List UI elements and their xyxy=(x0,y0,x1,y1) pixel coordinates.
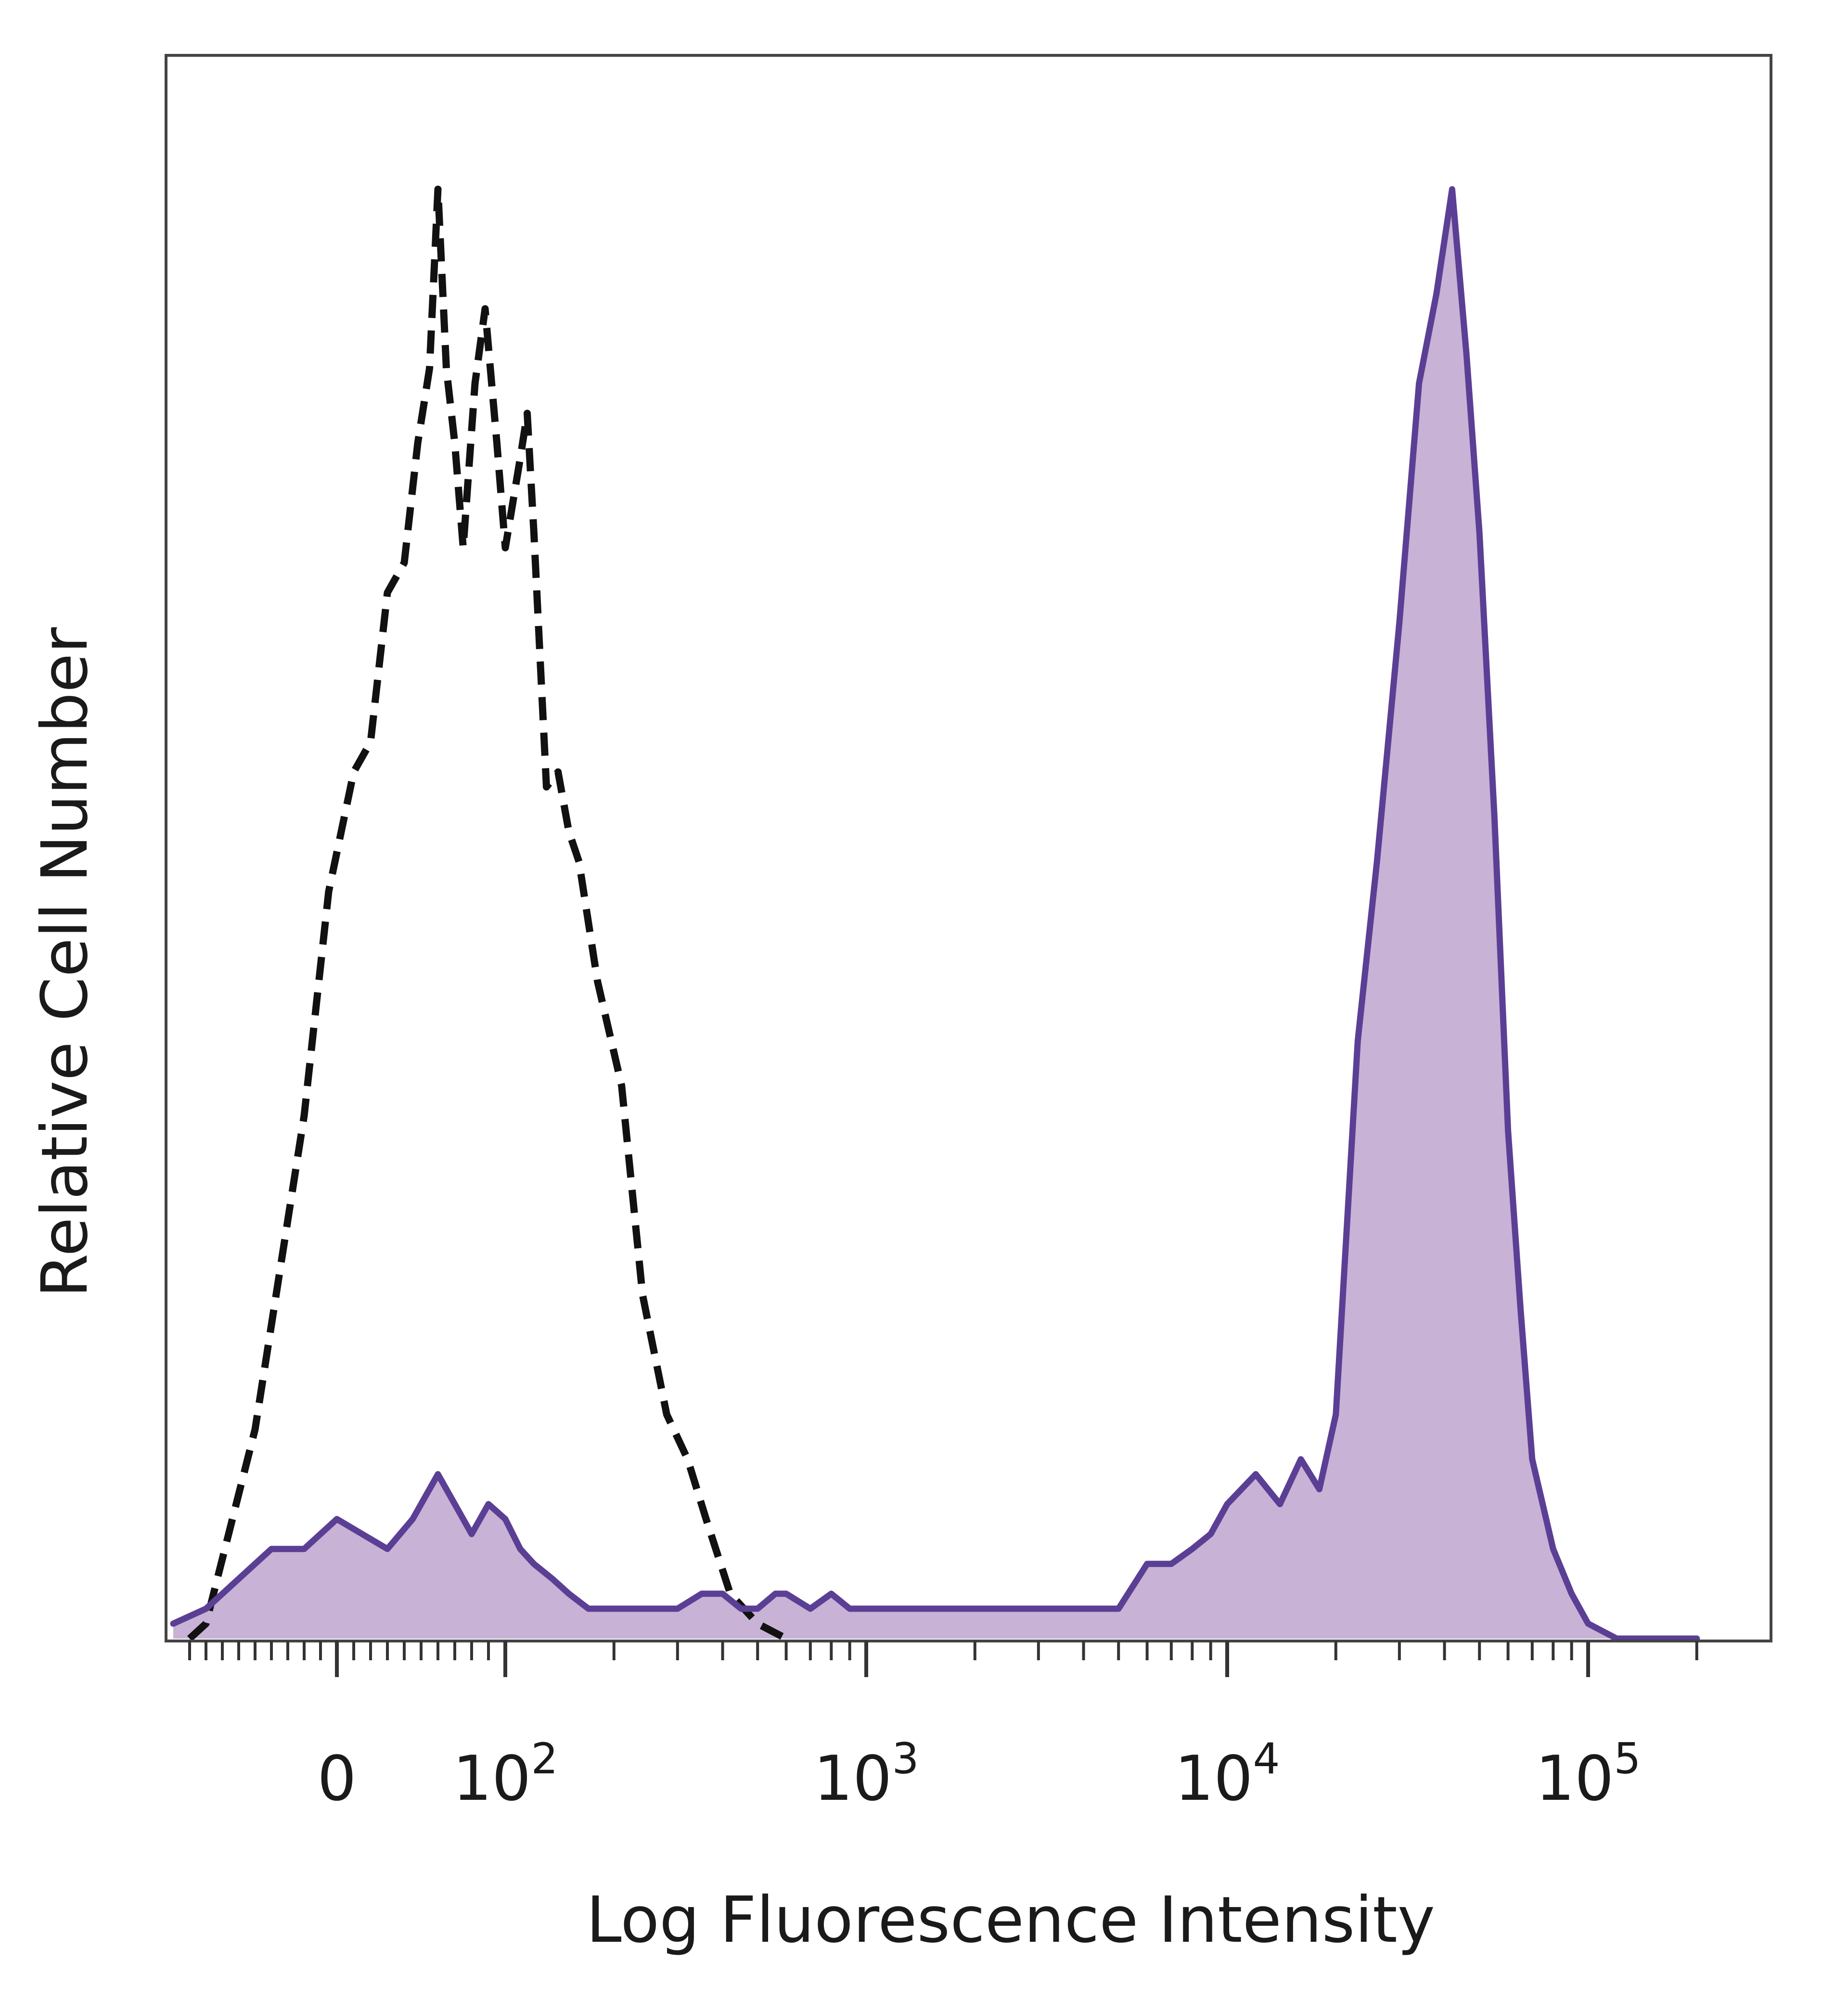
x-tick-label-exponent-1: 2 xyxy=(531,1734,558,1783)
x-tick-labels: 0 102 103 104 105 xyxy=(317,1734,1641,1815)
solid-series-line-1 xyxy=(170,186,1700,1642)
x-tick-label-base-4: 10 xyxy=(1536,1743,1614,1815)
x-tick-label-base-1: 10 xyxy=(453,1743,531,1815)
plot-frame xyxy=(165,54,1772,1642)
x-tick-label-0: 0 xyxy=(317,1743,356,1815)
x-tick-label-1: 102 xyxy=(453,1734,558,1815)
x-tick-label-3: 104 xyxy=(1175,1734,1280,1815)
series-fill-1 xyxy=(173,189,1697,1639)
x-axis-label: Log Fluorescence Intensity xyxy=(586,1883,1435,1957)
x-ticks xyxy=(188,1641,1698,1677)
x-tick-label-exponent-2: 3 xyxy=(892,1734,919,1783)
x-tick-label-base-3: 10 xyxy=(1175,1743,1253,1815)
x-tick-label-4: 105 xyxy=(1536,1734,1641,1815)
x-tick-label-2: 103 xyxy=(814,1734,919,1815)
series-layer xyxy=(170,185,1700,1642)
x-tick-label-exponent-3: 4 xyxy=(1253,1734,1280,1783)
dashed-series-line-0 xyxy=(187,185,788,1642)
y-axis-label: Relative Cell Number xyxy=(28,627,102,1298)
x-tick-label-exponent-4: 5 xyxy=(1614,1734,1641,1783)
x-tick-label-base-0: 0 xyxy=(317,1743,356,1815)
x-tick-label-base-2: 10 xyxy=(814,1743,892,1815)
